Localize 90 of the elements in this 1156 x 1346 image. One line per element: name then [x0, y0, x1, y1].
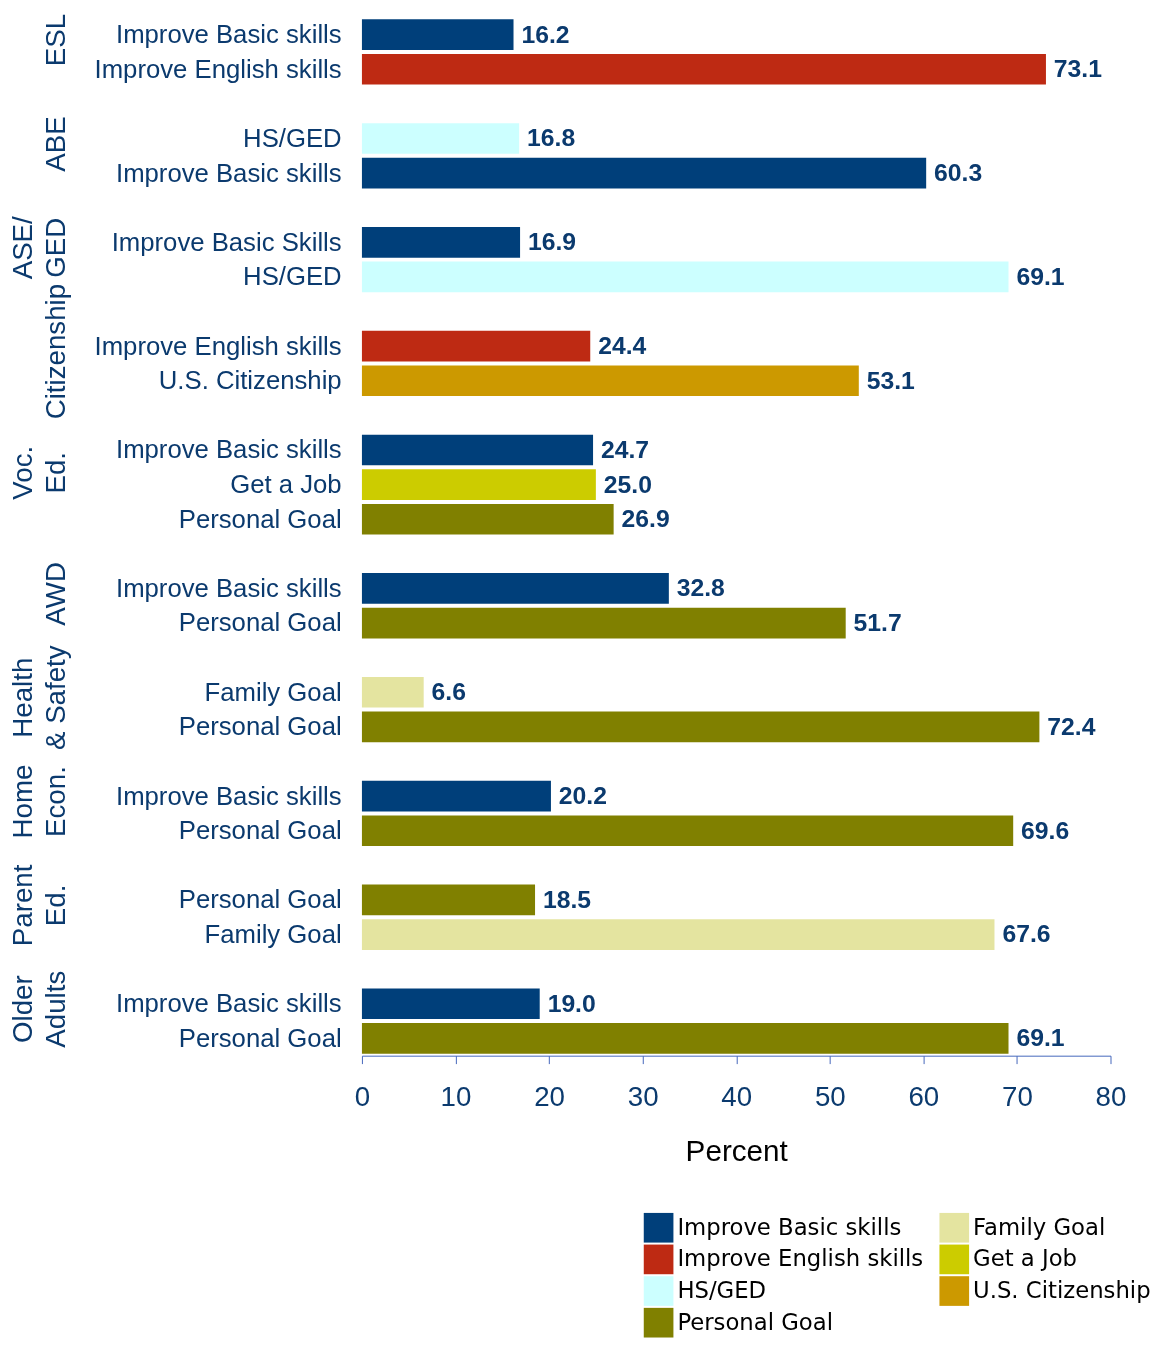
legend-label: Improve English skills — [677, 1245, 924, 1272]
x-axis-title: Percent — [685, 1134, 789, 1168]
x-tick-label: 50 — [814, 1080, 846, 1112]
data-label: 6.6 — [431, 678, 466, 706]
data-label: 26.9 — [621, 505, 670, 533]
y-tick-label: HS/GED — [243, 262, 342, 291]
legend-label: HS/GED — [677, 1276, 767, 1303]
text: ABE — [40, 116, 72, 172]
bar — [361, 884, 536, 916]
y-tick-label: Personal Goal — [178, 712, 342, 741]
legend-label: Family Goal — [973, 1213, 1106, 1240]
bar — [361, 711, 1040, 743]
y-tick-label: Family Goal — [204, 677, 342, 706]
y-tick-label: U.S. Citizenship — [158, 366, 342, 395]
data-label: 53.1 — [866, 366, 916, 394]
y-tick-label: Improve Basic skills — [115, 573, 342, 602]
y-tick-label: Personal Goal — [178, 885, 342, 914]
data-label: 25.0 — [603, 470, 652, 498]
text: Voc. Ed. — [6, 445, 72, 500]
data-label: 18.5 — [542, 885, 592, 913]
bar — [361, 157, 927, 189]
bar — [361, 607, 846, 639]
y-tick-label: Get a Job — [230, 470, 342, 499]
bar — [361, 573, 669, 604]
text: AWD — [40, 562, 72, 626]
data-label: 67.6 — [1002, 920, 1051, 948]
data-label: 24.4 — [598, 332, 647, 360]
bar — [361, 227, 521, 258]
text: ASE/ GED — [6, 215, 72, 280]
y-tick-label: Improve English skills — [94, 54, 342, 83]
y-tick-label: HS/GED — [243, 123, 342, 152]
y-tick-label: Personal Goal — [178, 816, 342, 845]
bar — [361, 434, 594, 466]
text: Citizenship — [40, 283, 72, 420]
y-tick-label: Improve Basic skills — [115, 435, 342, 464]
data-label: 72.4 — [1047, 712, 1096, 740]
x-tick-label: 60 — [908, 1080, 940, 1112]
y-tick-label: Improve Basic skills — [115, 158, 342, 187]
text: ESL — [40, 13, 72, 67]
bar — [361, 780, 551, 812]
bar — [361, 503, 614, 535]
bar — [361, 469, 596, 500]
y-tick-label: Improve Basic Skills — [111, 227, 342, 256]
data-label: 19.0 — [547, 989, 596, 1017]
data-label: 32.8 — [676, 574, 725, 602]
data-label: 24.7 — [600, 435, 650, 463]
y-tick-label: Improve English skills — [94, 331, 342, 360]
y-tick-label: Family Goal — [204, 919, 342, 948]
text: Parent Ed. — [6, 864, 72, 947]
bar — [361, 19, 514, 51]
x-tick-label: 40 — [721, 1080, 753, 1112]
bar — [361, 988, 540, 1020]
y-tick-label: Improve Basic skills — [115, 781, 342, 810]
legend-label: U.S. Citizenship — [973, 1276, 1151, 1303]
x-tick-label: 30 — [627, 1080, 659, 1112]
bar — [361, 1023, 1009, 1054]
x-tick-label: 10 — [440, 1080, 472, 1112]
data-label: 16.2 — [521, 20, 570, 48]
data-label: 16.8 — [527, 124, 576, 152]
bar — [361, 919, 995, 950]
data-label: 69.6 — [1021, 816, 1070, 844]
text: Home Econ. — [6, 764, 72, 839]
y-tick-label: Improve Basic skills — [115, 20, 342, 49]
legend-label: Improve Basic skills — [677, 1213, 902, 1240]
bar — [361, 330, 591, 362]
data-label: 60.3 — [934, 159, 983, 187]
data-label: 69.1 — [1016, 262, 1065, 290]
y-tick-label: Improve Basic skills — [115, 989, 342, 1018]
data-label: 20.2 — [558, 782, 607, 810]
legend-label: Get a Job — [973, 1245, 1078, 1272]
text: Older Adults — [6, 970, 72, 1048]
bar — [361, 261, 1009, 293]
y-tick-label: Personal Goal — [178, 1023, 342, 1052]
bar — [361, 53, 1046, 85]
y-tick-label: Personal Goal — [178, 608, 342, 637]
x-tick-label: 0 — [354, 1080, 371, 1112]
data-label: 73.1 — [1053, 55, 1103, 83]
data-label: 51.7 — [853, 608, 902, 636]
x-tick-label: 20 — [534, 1080, 565, 1112]
bar — [361, 676, 424, 708]
legend-label: Personal Goal — [677, 1308, 834, 1335]
bar — [361, 365, 859, 397]
x-tick-label: 80 — [1095, 1080, 1127, 1112]
text: Health & Safety — [6, 645, 72, 751]
x-tick-label: 70 — [1002, 1080, 1033, 1112]
y-tick-label: Personal Goal — [178, 504, 342, 533]
data-label: 69.1 — [1016, 1024, 1065, 1052]
bar — [361, 815, 1014, 847]
bar — [361, 123, 520, 154]
data-label: 16.9 — [527, 228, 577, 256]
